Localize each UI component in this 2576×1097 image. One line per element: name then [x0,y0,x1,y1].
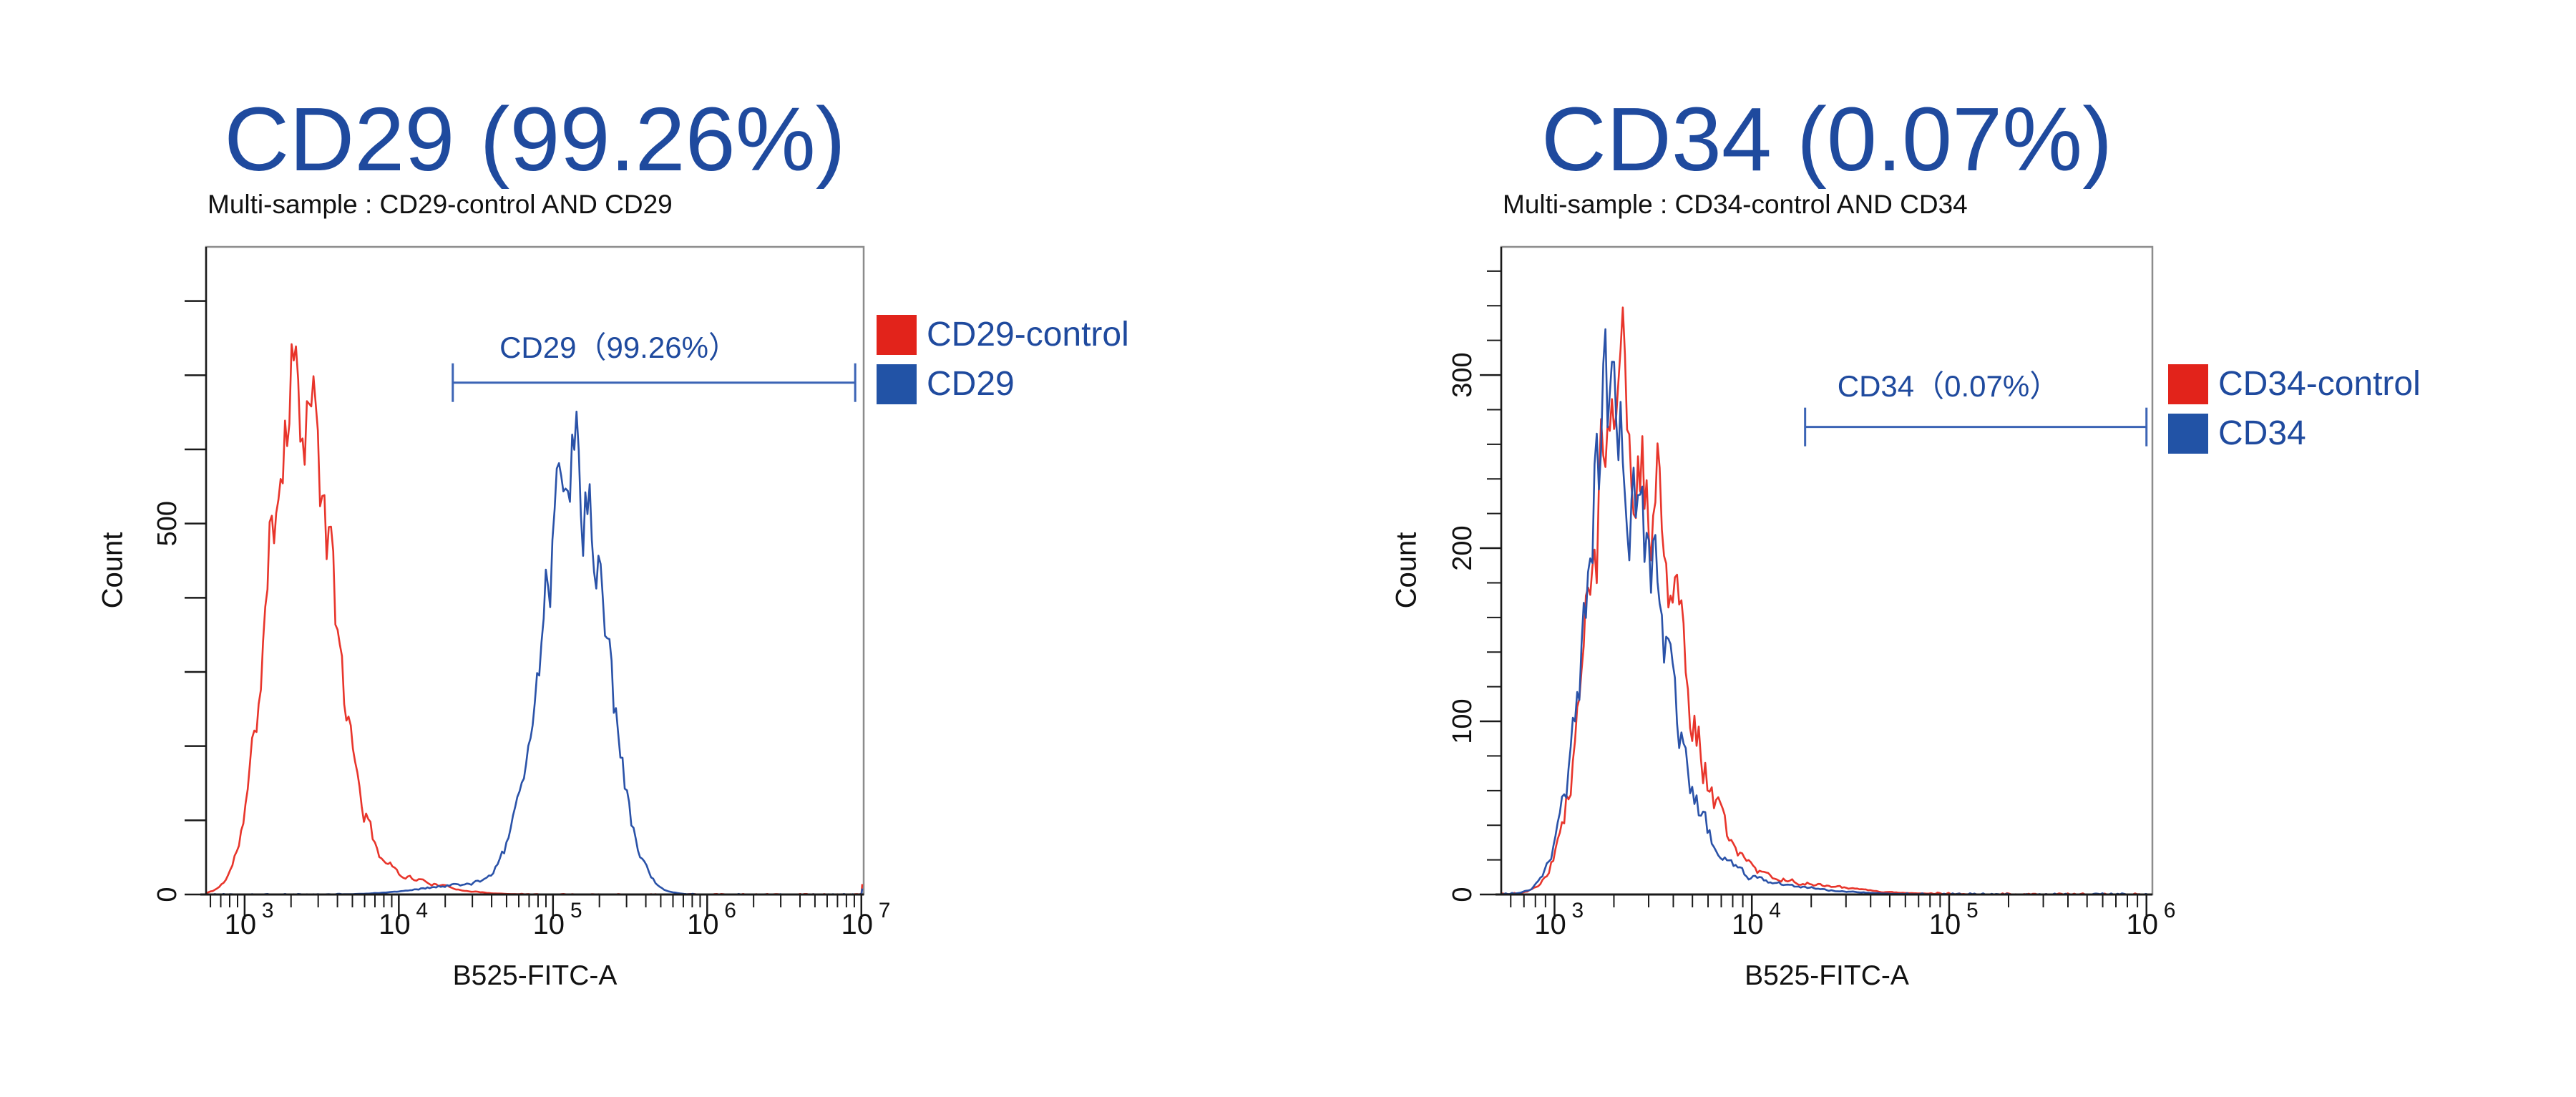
x-tick-label: 10 [1929,909,1961,940]
legend-row-cd34: CD34 [2168,414,2421,454]
x-axis-ticks: 10 3 10 4 10 5 10 6 10 7 [210,894,890,940]
y-tick-label: 200 [1448,525,1478,570]
cd29-blue-swatch-icon [877,364,917,404]
cd29-legend: CD29-control CD29 [877,315,1129,404]
y-tick-label: 100 [1448,698,1478,743]
cd34-gate-label: CD34（0.07%） [1837,369,2060,403]
cd29-control-curve [205,343,864,896]
x-tick-label: 10 [687,909,719,940]
x-tick-label: 10 [225,909,257,940]
cd34-y-axis-label: Count [1390,532,1423,609]
cd29-curve [206,410,864,896]
cd29-subtitle: Multi-sample : CD29-control AND CD29 [208,190,673,219]
cd29-control-red-swatch-icon [877,315,917,355]
cd34-control-red-swatch-icon [2168,364,2208,404]
x-tick-exponent: 6 [724,899,736,922]
legend-row-cd34-control: CD34-control [2168,364,2421,404]
x-tick-label: 10 [841,909,874,940]
legend-row-cd29: CD29 [877,364,1129,404]
cd34-control-legend-label: CD34-control [2218,365,2421,403]
x-tick-label: 10 [2126,909,2158,940]
x-tick-exponent: 4 [1769,899,1781,922]
y-axis-ticks: 0 100 200 300 [1448,270,1501,902]
cd29-y-axis-label: Count [97,532,129,609]
cd34-curve [1501,328,2152,896]
cd34-x-axis-label: B525-FITC-A [1745,960,1909,991]
cd34-legend-label: CD34 [2218,414,2306,452]
cd29-control-legend-label: CD29-control [927,316,1129,354]
y-tick-label: 0 [1448,887,1478,902]
x-tick-exponent: 5 [1966,899,1979,922]
cd34-title: CD34 (0.07%) [1541,89,2113,190]
legend-row-cd29-control: CD29-control [877,315,1129,355]
x-tick-exponent: 3 [262,899,274,922]
gate-marker [1804,407,2148,447]
x-tick-exponent: 7 [879,899,891,922]
y-tick-label: 300 [1448,352,1478,397]
cd29-x-axis-label: B525-FITC-A [452,960,618,991]
gate-marker [452,363,857,402]
cd29-legend-label: CD29 [927,365,1015,403]
y-axis-ticks: 0 500 [152,300,206,902]
x-tick-exponent: 4 [416,899,428,922]
x-tick-exponent: 3 [1571,899,1584,922]
x-tick-label: 10 [1732,909,1764,940]
cd34-legend: CD34-control CD34 [2168,364,2421,454]
y-tick-label: 500 [152,501,182,546]
x-tick-exponent: 6 [2164,899,2176,922]
cd29-gate-label: CD29（99.26%） [499,331,738,364]
plot-frame [1500,245,2154,896]
x-axis-ticks: 10 3 10 4 10 5 10 6 [1510,894,2176,940]
x-tick-label: 10 [1534,909,1566,940]
cd34-subtitle: Multi-sample : CD34-control AND CD34 [1503,190,1968,219]
cd29-title: CD29 (99.26%) [224,89,846,190]
y-tick-label: 0 [152,887,182,902]
x-tick-exponent: 5 [570,899,582,922]
x-tick-label: 10 [533,909,565,940]
cd34-blue-swatch-icon [2168,414,2208,454]
x-tick-label: 10 [379,909,411,940]
